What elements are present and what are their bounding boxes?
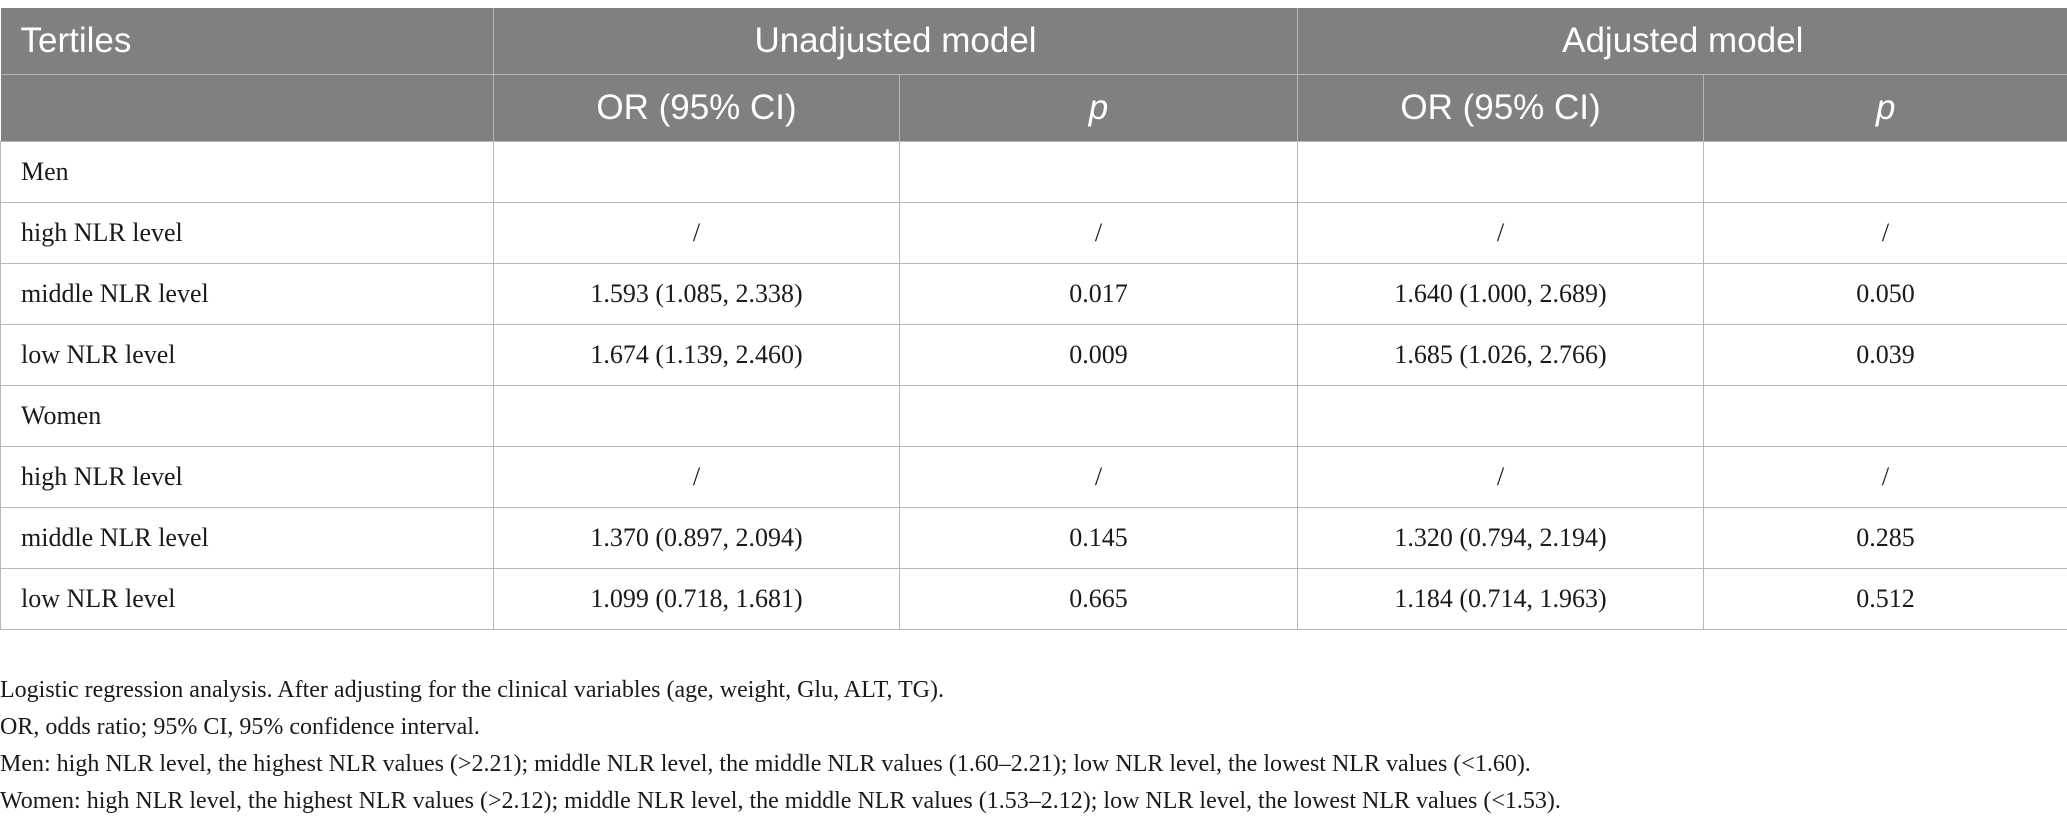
cell-p-unadjusted: /: [899, 202, 1298, 264]
cell-p-adjusted: /: [1703, 202, 2067, 264]
header-or-unadjusted: OR (95% CI): [493, 74, 900, 142]
table-row: middle NLR level 1.593 (1.085, 2.338) 0.…: [0, 263, 2067, 325]
cell-p-adjusted: 0.285: [1703, 507, 2067, 569]
table-row: high NLR level / / / /: [0, 446, 2067, 508]
footnote-abbreviations: OR, odds ratio; 95% CI, 95% confidence i…: [0, 714, 480, 740]
cell-or-adjusted: [1297, 385, 1704, 447]
cell-or-unadjusted: 1.593 (1.085, 2.338): [493, 263, 900, 325]
header-adjusted-model: Adjusted model: [1297, 8, 2067, 75]
header-tertiles-blank: [0, 74, 494, 142]
table-row: high NLR level / / / /: [0, 202, 2067, 264]
cell-p-adjusted: 0.050: [1703, 263, 2067, 325]
cell-p-adjusted: 0.512: [1703, 568, 2067, 630]
header-unadjusted-model: Unadjusted model: [493, 8, 1298, 75]
cell-or-adjusted: 1.320 (0.794, 2.194): [1297, 507, 1704, 569]
table-footnotes: Logistic regression analysis. After adju…: [0, 672, 2067, 820]
table-row: low NLR level 1.674 (1.139, 2.460) 0.009…: [0, 324, 2067, 386]
cell-or-unadjusted: [493, 385, 900, 447]
header-p-adjusted: p: [1703, 74, 2067, 142]
cell-p-unadjusted: [899, 141, 1298, 203]
cell-p-unadjusted: 0.009: [899, 324, 1298, 386]
table-row: Women: [0, 385, 2067, 447]
cell-or-adjusted: 1.640 (1.000, 2.689): [1297, 263, 1704, 325]
logistic-regression-table: Tertiles Unadjusted model Adjusted model…: [0, 8, 2067, 630]
row-label: Women: [0, 385, 494, 447]
table-body: Men high NLR level / / / / middle NLR le…: [0, 141, 2067, 630]
header-tertiles: Tertiles: [0, 8, 494, 75]
footnote-women-tertiles: Women: high NLR level, the highest NLR v…: [0, 788, 1561, 814]
cell-p-unadjusted: 0.145: [899, 507, 1298, 569]
cell-p-adjusted: 0.039: [1703, 324, 2067, 386]
table-row: Men: [0, 141, 2067, 203]
cell-or-unadjusted: 1.674 (1.139, 2.460): [493, 324, 900, 386]
cell-or-unadjusted: /: [493, 202, 900, 264]
row-label: middle NLR level: [0, 507, 494, 569]
row-label: low NLR level: [0, 324, 494, 386]
cell-or-unadjusted: [493, 141, 900, 203]
cell-or-unadjusted: 1.370 (0.897, 2.094): [493, 507, 900, 569]
header-row-groups: Tertiles Unadjusted model Adjusted model: [0, 8, 2067, 75]
cell-p-adjusted: [1703, 385, 2067, 447]
cell-p-adjusted: /: [1703, 446, 2067, 508]
cell-or-adjusted: /: [1297, 446, 1704, 508]
header-row-columns: OR (95% CI) p OR (95% CI) p: [0, 74, 2067, 142]
cell-or-unadjusted: /: [493, 446, 900, 508]
header-p-unadjusted: p: [899, 74, 1298, 142]
footnote-men-tertiles: Men: high NLR level, the highest NLR val…: [0, 751, 1531, 777]
table-row: middle NLR level 1.370 (0.897, 2.094) 0.…: [0, 507, 2067, 569]
cell-p-adjusted: [1703, 141, 2067, 203]
cell-p-unadjusted: /: [899, 446, 1298, 508]
results-table-container: Tertiles Unadjusted model Adjusted model…: [0, 8, 2067, 630]
cell-or-adjusted: /: [1297, 202, 1704, 264]
row-label: high NLR level: [0, 446, 494, 508]
cell-p-unadjusted: 0.017: [899, 263, 1298, 325]
cell-or-adjusted: 1.685 (1.026, 2.766): [1297, 324, 1704, 386]
cell-p-unadjusted: 0.665: [899, 568, 1298, 630]
table-header: Tertiles Unadjusted model Adjusted model…: [0, 8, 2067, 142]
row-label: low NLR level: [0, 568, 494, 630]
row-label: high NLR level: [0, 202, 494, 264]
footnote-method: Logistic regression analysis. After adju…: [0, 677, 944, 703]
cell-or-adjusted: [1297, 141, 1704, 203]
header-or-adjusted: OR (95% CI): [1297, 74, 1704, 142]
cell-p-unadjusted: [899, 385, 1298, 447]
cell-or-adjusted: 1.184 (0.714, 1.963): [1297, 568, 1704, 630]
row-label: Men: [0, 141, 494, 203]
row-label: middle NLR level: [0, 263, 494, 325]
table-row: low NLR level 1.099 (0.718, 1.681) 0.665…: [0, 568, 2067, 630]
cell-or-unadjusted: 1.099 (0.718, 1.681): [493, 568, 900, 630]
